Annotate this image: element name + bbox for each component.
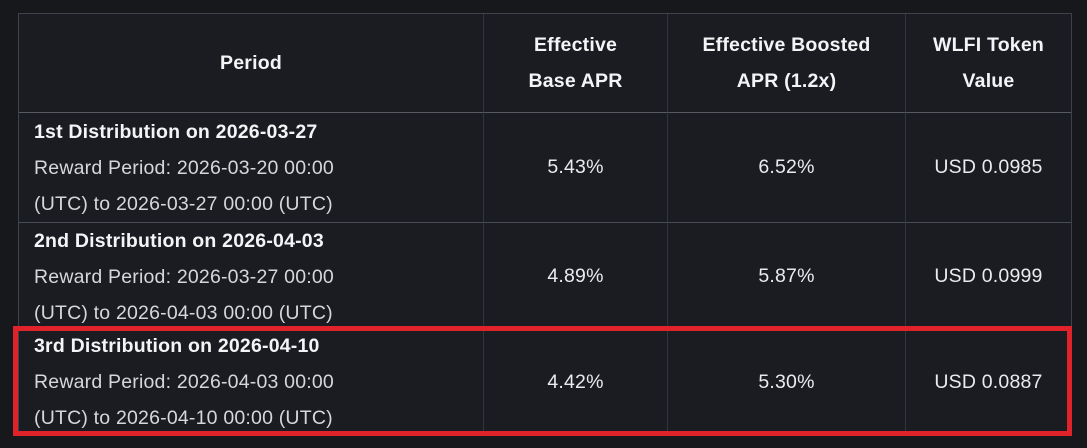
period-title: 2nd Distribution on 2026-04-03 <box>34 229 324 252</box>
period-detail-line: (UTC) to 2026-04-03 00:00 (UTC) <box>34 301 333 324</box>
period-detail-line: Reward Period: 2026-04-03 00:00 <box>34 371 334 393</box>
header-label: Effective Boosted <box>702 34 871 56</box>
rewards-table: Period Effective Base APR Effective Boos… <box>18 13 1072 434</box>
base-apr-cell: 5.43% <box>484 113 668 223</box>
header-label: APR (1.2x) <box>736 70 837 92</box>
boosted-apr-cell: 6.52% <box>668 113 906 223</box>
base-apr-cell: 4.89% <box>484 223 668 331</box>
token-value-cell: USD 0.0985 <box>906 113 1071 223</box>
header-label: Period <box>220 52 282 74</box>
period-cell: 2nd Distribution on 2026-04-03 Reward Pe… <box>19 223 484 331</box>
header-cell-period: Period <box>19 14 484 113</box>
boosted-apr-cell: 5.87% <box>668 223 906 331</box>
period-detail-line: Reward Period: 2026-03-20 00:00 <box>34 156 334 179</box>
token-value-cell: USD 0.0887 <box>906 331 1071 433</box>
period-title: 1st Distribution on 2026-03-27 <box>34 120 318 143</box>
token-value-cell: USD 0.0999 <box>906 223 1071 331</box>
header-cell-boosted-apr: Effective Boosted APR (1.2x) <box>668 14 906 113</box>
period-cell: 3rd Distribution on 2026-04-10 Reward Pe… <box>19 331 484 433</box>
period-title: 3rd Distribution on 2026-04-10 <box>34 335 320 357</box>
header-cell-token-value: WLFI Token Value <box>906 14 1071 113</box>
period-detail-line: (UTC) to 2026-03-27 00:00 (UTC) <box>34 192 333 215</box>
period-detail-line: (UTC) to 2026-04-10 00:00 (UTC) <box>34 407 333 429</box>
header-label: Base APR <box>528 70 623 92</box>
period-detail-line: Reward Period: 2026-03-27 00:00 <box>34 265 334 288</box>
base-apr-cell: 4.42% <box>484 331 668 433</box>
header-cell-base-apr: Effective Base APR <box>484 14 668 113</box>
period-cell: 1st Distribution on 2026-03-27 Reward Pe… <box>19 113 484 223</box>
boosted-apr-cell: 5.30% <box>668 331 906 433</box>
header-label: WLFI Token <box>932 34 1045 56</box>
header-label: Effective <box>533 34 618 56</box>
header-label: Value <box>962 70 1015 92</box>
